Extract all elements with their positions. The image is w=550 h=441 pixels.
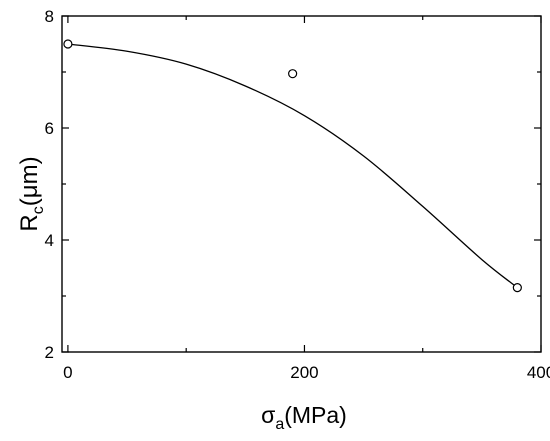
data-point [288,69,298,79]
axis-ticks [62,15,542,353]
data-point [63,39,73,49]
plot-frame [61,15,542,353]
x-tick-label: 400 [527,363,550,382]
y-axis-title-rest: (μm) [16,156,43,206]
y-tick-label: 4 [45,231,54,250]
fit-curve-group [67,43,518,289]
plot-border [61,15,542,353]
fit-curve [67,43,518,289]
x-tick-label: 200 [290,363,318,382]
x-axis-title-rest: (MPa) [284,402,347,428]
y-tick-label: 8 [45,7,54,26]
x-axis-title-sub: a [275,416,284,433]
y-axis-title-main: R [16,214,43,231]
data-point [512,283,522,293]
y-axis-title: Rc(μm) [16,156,47,231]
x-tick-label: 0 [63,363,72,382]
tick-labels: 0 200 400 2 4 6 8 [45,7,550,382]
data-points [63,39,522,293]
x-axis-title-main: σ [261,402,275,428]
y-axis-title-sub: c [30,206,47,214]
y-tick-label: 2 [45,343,54,362]
y-tick-label: 6 [45,119,54,138]
x-axis-title: σa(MPa) [261,402,347,433]
